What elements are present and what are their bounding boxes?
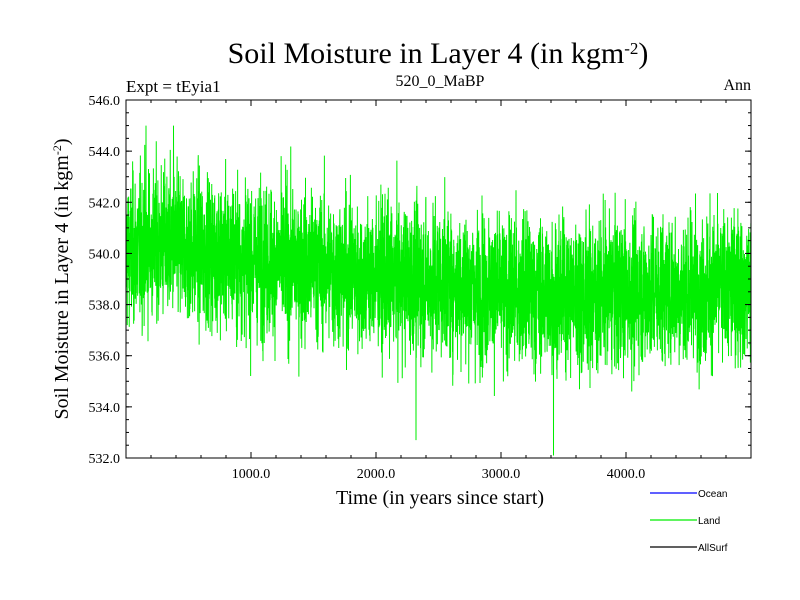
y-axis-title: Soil Moisture in Layer 4 (in kgm-2) xyxy=(50,138,73,419)
series-layer xyxy=(125,125,752,456)
legend-label-land: Land xyxy=(698,516,720,527)
x-tick-label: 2000.0 xyxy=(357,467,396,482)
plot-area: 532.0 534.0 536.0 538.0 540.0 542.0 544.0 546.0… xyxy=(89,94,752,482)
x-axis: 1000.0 2000.0 3000.0 4000.0 xyxy=(150,100,727,482)
experiment-label: Expt = tEyia1 xyxy=(126,77,221,96)
series-line-land xyxy=(125,125,752,456)
y-tick-label: 532.0 xyxy=(89,452,121,467)
chart-title: Soil Moisture in Layer 4 (in kgm-2) xyxy=(228,37,649,70)
y-tick-label: 540.0 xyxy=(89,247,121,262)
x-tick-label: 4000.0 xyxy=(607,467,646,482)
x-tick-label: 3000.0 xyxy=(482,467,521,482)
x-axis-title: Time (in years since start) xyxy=(336,487,544,509)
y-axis: 532.0 534.0 536.0 538.0 540.0 542.0 544.0 546.0 xyxy=(89,94,751,467)
y-tick-label: 534.0 xyxy=(89,401,121,416)
y-tick-label: 542.0 xyxy=(89,196,121,211)
y-tick-label: 536.0 xyxy=(89,350,121,365)
y-tick-label: 546.0 xyxy=(89,94,121,109)
period-label: 520_0_MaBP xyxy=(396,73,485,90)
x-tick-label: 1000.0 xyxy=(232,467,271,482)
y-tick-label: 538.0 xyxy=(89,299,121,314)
y-tick-label: 544.0 xyxy=(89,145,121,160)
legend-label-allsurf: AllSurf xyxy=(698,543,728,554)
legend-label-ocean: Ocean xyxy=(698,489,727,500)
legend: Ocean Land AllSurf xyxy=(650,489,728,554)
season-label: Ann xyxy=(723,77,751,94)
